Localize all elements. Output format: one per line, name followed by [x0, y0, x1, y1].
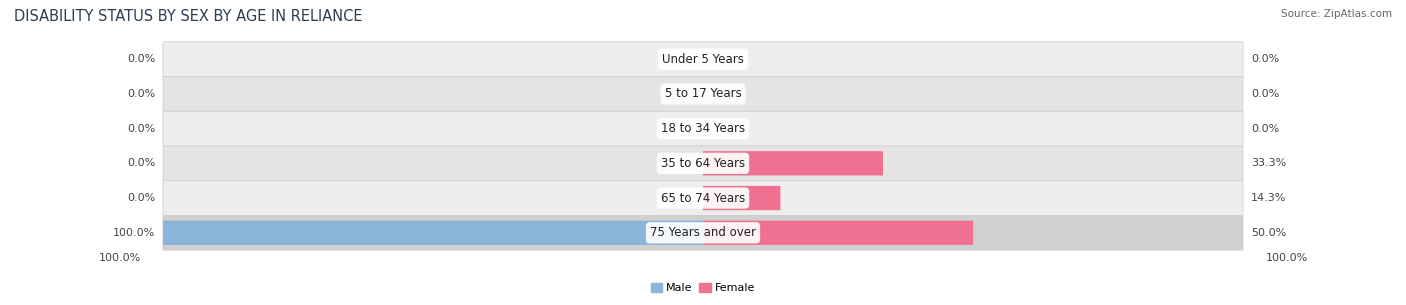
- Text: 0.0%: 0.0%: [127, 158, 155, 168]
- Text: 0.0%: 0.0%: [127, 54, 155, 64]
- Text: 18 to 34 Years: 18 to 34 Years: [661, 122, 745, 135]
- FancyBboxPatch shape: [163, 42, 1243, 77]
- FancyBboxPatch shape: [163, 221, 703, 245]
- Text: 35 to 64 Years: 35 to 64 Years: [661, 157, 745, 170]
- FancyBboxPatch shape: [703, 151, 883, 175]
- FancyBboxPatch shape: [163, 215, 1243, 250]
- Text: 33.3%: 33.3%: [1251, 158, 1286, 168]
- FancyBboxPatch shape: [703, 186, 780, 210]
- FancyBboxPatch shape: [163, 77, 1243, 111]
- Text: 65 to 74 Years: 65 to 74 Years: [661, 192, 745, 205]
- Text: 100.0%: 100.0%: [98, 253, 141, 263]
- Text: 100.0%: 100.0%: [1265, 253, 1308, 263]
- Text: 75 Years and over: 75 Years and over: [650, 226, 756, 239]
- Text: 0.0%: 0.0%: [1251, 124, 1279, 134]
- Text: 0.0%: 0.0%: [127, 124, 155, 134]
- Text: 5 to 17 Years: 5 to 17 Years: [665, 88, 741, 100]
- Text: 0.0%: 0.0%: [127, 193, 155, 203]
- Text: 14.3%: 14.3%: [1251, 193, 1286, 203]
- FancyBboxPatch shape: [163, 181, 1243, 215]
- Text: 0.0%: 0.0%: [1251, 54, 1279, 64]
- Legend: Male, Female: Male, Female: [647, 278, 759, 297]
- FancyBboxPatch shape: [163, 111, 1243, 146]
- Text: 100.0%: 100.0%: [112, 228, 155, 238]
- Text: 0.0%: 0.0%: [1251, 89, 1279, 99]
- Text: Under 5 Years: Under 5 Years: [662, 53, 744, 66]
- Text: 50.0%: 50.0%: [1251, 228, 1286, 238]
- FancyBboxPatch shape: [703, 221, 973, 245]
- FancyBboxPatch shape: [163, 146, 1243, 181]
- Text: 0.0%: 0.0%: [127, 89, 155, 99]
- Text: Source: ZipAtlas.com: Source: ZipAtlas.com: [1281, 9, 1392, 19]
- Text: DISABILITY STATUS BY SEX BY AGE IN RELIANCE: DISABILITY STATUS BY SEX BY AGE IN RELIA…: [14, 9, 363, 24]
